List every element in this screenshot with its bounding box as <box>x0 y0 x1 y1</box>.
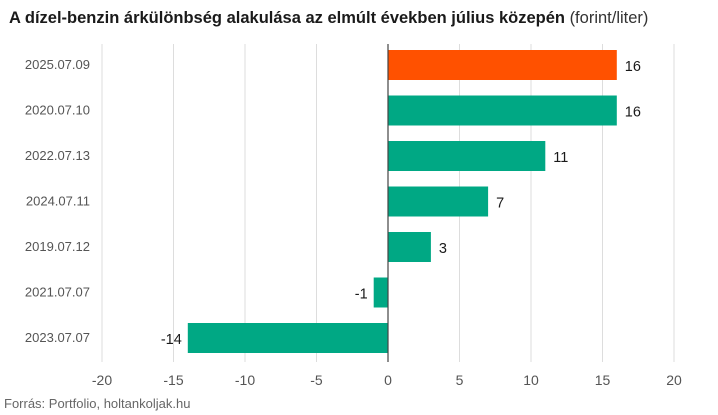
value-label: 11 <box>553 150 568 166</box>
value-label: -14 <box>161 332 182 348</box>
value-label: 16 <box>625 105 641 121</box>
x-tick-label: 20 <box>666 372 682 388</box>
bar <box>388 232 431 262</box>
x-tick-label: 5 <box>456 372 464 388</box>
x-tick-label: -5 <box>310 372 323 388</box>
source-note: Forrás: Portfolio, holtankoljak.hu <box>4 396 191 411</box>
x-tick-label: 15 <box>595 372 611 388</box>
chart-title: A dízel-benzin árkülönbség alakulása az … <box>9 7 714 29</box>
bars <box>187 50 617 353</box>
category-label: 2023.07.07 <box>25 330 90 345</box>
category-label: 2024.07.11 <box>26 194 90 209</box>
bar <box>388 141 546 171</box>
bar <box>388 95 617 126</box>
category-label: 2019.07.12 <box>25 239 90 254</box>
bar <box>388 186 489 217</box>
chart-title-unit: (forint/liter) <box>569 9 649 27</box>
category-label: 2020.07.10 <box>25 103 90 118</box>
value-label: 7 <box>496 196 504 212</box>
category-labels: 2025.07.09 2020.07.10 2022.07.13 2024.07.11… <box>25 57 90 345</box>
category-label: 2021.07.07 <box>25 285 90 300</box>
x-tick-label: 10 <box>523 372 539 388</box>
x-tick-label: -10 <box>235 372 255 388</box>
value-label: -1 <box>355 287 368 303</box>
category-label: 2022.07.13 <box>25 148 90 163</box>
x-tick-label: 0 <box>384 372 392 388</box>
category-label: 2025.07.09 <box>25 57 90 72</box>
bar <box>388 50 617 80</box>
bar <box>373 277 388 308</box>
value-labels: 16 16 11 7 3 -1 -14 <box>161 59 641 348</box>
bar <box>187 323 388 353</box>
x-tick-label: -15 <box>163 372 183 388</box>
x-axis-tick-labels: -20 -15 -10 -5 0 5 10 15 20 <box>92 372 682 388</box>
value-label: 16 <box>625 59 641 75</box>
x-tick-label: -20 <box>92 372 112 388</box>
value-label: 3 <box>439 241 447 257</box>
chart-title-main: A dízel-benzin árkülönbség alakulása az … <box>9 9 565 27</box>
